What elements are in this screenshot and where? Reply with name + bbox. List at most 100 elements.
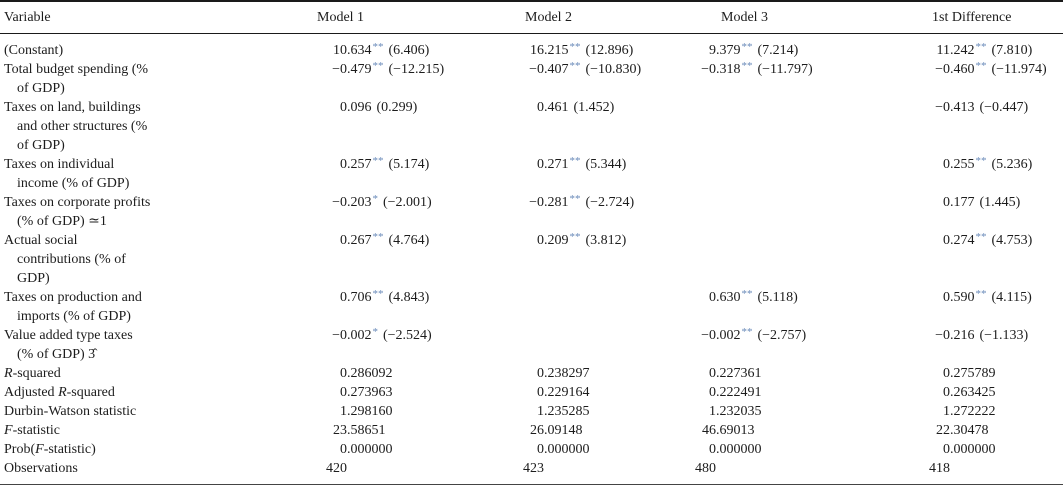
- t-statistic: (4.115): [991, 290, 1032, 305]
- coefficient-integer-part: 0: [943, 442, 950, 457]
- coefficient-integer-part: 26: [530, 423, 544, 438]
- coefficient-integer-part: 0: [340, 290, 347, 305]
- coefficient-integer-part: 0: [943, 290, 950, 305]
- column-header-model3: Model 3: [721, 10, 769, 25]
- t-statistic: (0.299): [376, 100, 418, 115]
- value-1st-difference: 0.263425: [920, 383, 1063, 402]
- coefficient-fraction-part: .590: [950, 290, 975, 305]
- coefficient-integer-part: −0: [935, 100, 950, 115]
- coefficient-fraction-part: .281: [544, 195, 569, 210]
- column-header-1st-difference: 1st Difference: [932, 10, 1012, 25]
- table-row-total-budget-spending: Total budget spending (% of GDP) −0.479*…: [0, 60, 1063, 98]
- value-model1: 0.000000: [310, 440, 518, 459]
- variable-label: (Constant): [4, 43, 64, 58]
- value-1st-difference: −0.216 (−1.133): [920, 326, 1063, 345]
- coefficient-fraction-part: .706: [347, 290, 372, 305]
- coefficient-integer-part: 420: [326, 461, 347, 476]
- table-row-taxes-land-buildings: Taxes on land, buildings and other struc…: [0, 98, 1063, 155]
- variable-label: Taxes on corporate profits (% of GDP) ≃1: [4, 195, 151, 229]
- variable-label: Taxes on individual income (% of GDP): [4, 157, 130, 191]
- coefficient-integer-part: −0: [332, 62, 347, 77]
- significance-stars: **: [975, 288, 987, 300]
- coefficient-integer-part: 423: [523, 461, 544, 476]
- coefficient-integer-part: 0: [340, 366, 347, 381]
- variable-label: Actual social contributions (% of GDP): [4, 233, 126, 286]
- coefficient-fraction-part: .002: [347, 328, 372, 343]
- t-statistic: (−10.830): [585, 62, 642, 77]
- table-row-f-statistic: F-statistic 23.58651 26.09148 46.69013 2…: [0, 421, 1063, 440]
- significance-stars: *: [372, 326, 379, 338]
- coefficient-fraction-part: .267: [347, 233, 372, 248]
- coefficient-integer-part: −0: [332, 328, 347, 343]
- coefficient-integer-part: 1: [340, 404, 347, 419]
- coefficient-fraction-part: .257: [347, 157, 372, 172]
- value-1st-difference: 0.590** (4.115): [920, 288, 1063, 307]
- coefficient-integer-part: 0: [537, 157, 544, 172]
- statistic-label: Adjusted R-squared: [4, 385, 115, 400]
- table-row-prob-f-statistic: Prob(F-statistic) 0.000000 0.000000 0.00…: [0, 440, 1063, 459]
- coefficient-integer-part: 0: [943, 385, 950, 400]
- value-model1: 0.286092: [310, 364, 518, 383]
- coefficient-fraction-part: .58651: [347, 423, 386, 438]
- coefficient-fraction-part: .238297: [544, 366, 590, 381]
- significance-stars: **: [372, 60, 384, 72]
- t-statistic: (−2.724): [585, 195, 635, 210]
- table-row-taxes-corporate-profits: Taxes on corporate profits (% of GDP) ≃1…: [0, 193, 1063, 231]
- coefficient-fraction-part: .000000: [716, 442, 762, 457]
- value-1st-difference: 0.275789: [920, 364, 1063, 383]
- value-model1: 1.298160: [310, 402, 518, 421]
- value-1st-difference: 0.274** (4.753): [920, 231, 1063, 250]
- t-statistic: (−11.797): [757, 62, 813, 77]
- coefficient-integer-part: 0: [943, 366, 950, 381]
- coefficient-integer-part: 0: [537, 366, 544, 381]
- value-model3: 0.630** (5.118): [690, 288, 920, 307]
- coefficient-integer-part: 0: [340, 233, 347, 248]
- coefficient-integer-part: 0: [709, 366, 716, 381]
- coefficient-fraction-part: .000000: [347, 442, 393, 457]
- coefficient-fraction-part: .255: [950, 157, 975, 172]
- coefficient-integer-part: −0: [529, 195, 544, 210]
- coefficient-integer-part: 0: [340, 100, 347, 115]
- value-model3: 480: [690, 459, 920, 478]
- coefficient-integer-part: −0: [529, 62, 544, 77]
- coefficient-fraction-part: .000000: [950, 442, 996, 457]
- t-statistic: (5.118): [757, 290, 798, 305]
- table-row-value-added-type-taxes: Value added type taxes (% of GDP) 3̂ −0.…: [0, 326, 1063, 364]
- value-model2: 0.209** (3.812): [518, 231, 690, 250]
- significance-stars: **: [741, 326, 753, 338]
- value-model1: −0.203* (−2.001): [310, 193, 518, 212]
- table-header-row: Variable Model 1 Model 2 Model 3 1st Dif…: [0, 2, 1063, 34]
- coefficient-fraction-part: .273963: [347, 385, 393, 400]
- value-model3: 0.227361: [690, 364, 920, 383]
- coefficient-integer-part: −0: [701, 328, 716, 343]
- t-statistic: (1.445): [979, 195, 1021, 210]
- value-1st-difference: 11.242** (7.810): [920, 41, 1063, 60]
- coefficient-fraction-part: .227361: [716, 366, 762, 381]
- statistic-label: Durbin-Watson statistic: [4, 404, 137, 419]
- coefficient-fraction-part: .461: [544, 100, 569, 115]
- value-model3: 46.69013: [690, 421, 920, 440]
- coefficient-integer-part: 1: [709, 404, 716, 419]
- t-statistic: (1.452): [573, 100, 615, 115]
- significance-stars: **: [569, 41, 581, 53]
- coefficient-fraction-part: .271: [544, 157, 569, 172]
- value-model2: −0.281** (−2.724): [518, 193, 690, 212]
- coefficient-integer-part: 0: [943, 233, 950, 248]
- coefficient-integer-part: 46: [702, 423, 716, 438]
- value-model2: 0.000000: [518, 440, 690, 459]
- coefficient-integer-part: 0: [943, 195, 950, 210]
- table-body: (Constant) 10.634** (6.406) 16.215** (12.8…: [0, 34, 1063, 484]
- value-1st-difference: 418: [920, 459, 1063, 478]
- variable-label: Value added type taxes (% of GDP) 3̂: [4, 328, 133, 362]
- significance-stars: **: [372, 231, 384, 243]
- t-statistic: (−11.974): [991, 62, 1047, 77]
- coefficient-fraction-part: .69013: [716, 423, 755, 438]
- significance-stars: **: [372, 288, 384, 300]
- coefficient-fraction-part: .000000: [544, 442, 590, 457]
- table-row-durbin-watson: Durbin-Watson statistic 1.298160 1.23528…: [0, 402, 1063, 421]
- statistic-label: Observations: [4, 461, 78, 476]
- value-model1: 23.58651: [310, 421, 518, 440]
- coefficient-fraction-part: .177: [950, 195, 975, 210]
- value-model2: 0.271** (5.344): [518, 155, 690, 174]
